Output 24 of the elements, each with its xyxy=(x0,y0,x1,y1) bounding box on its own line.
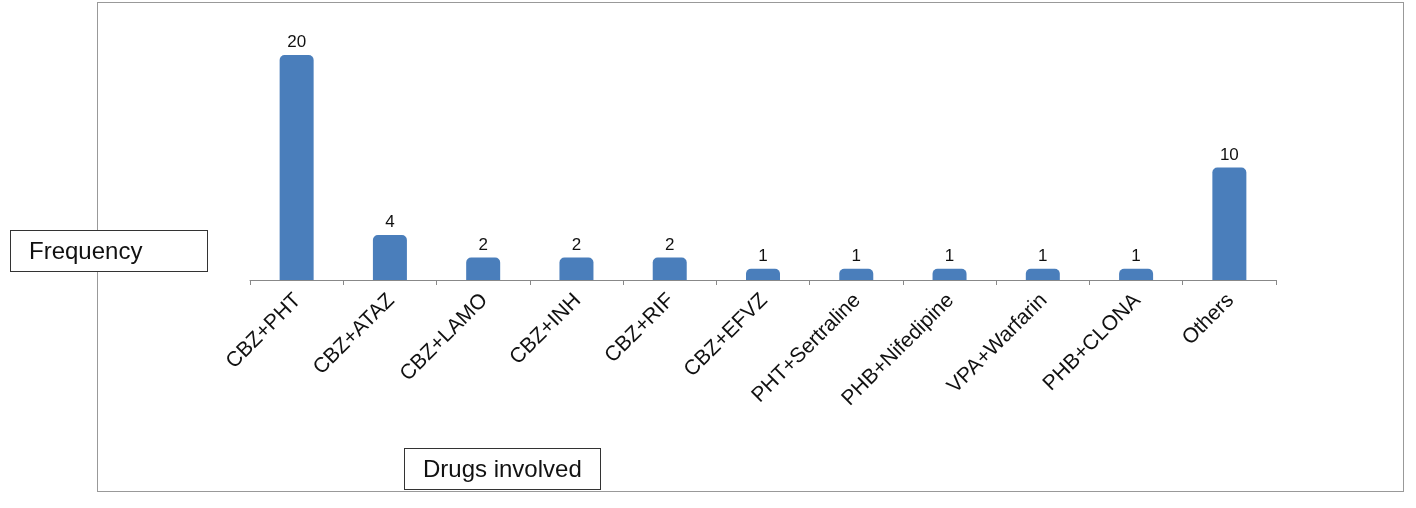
data-label: 2 xyxy=(571,234,582,254)
data-label: 1 xyxy=(758,245,768,265)
bar xyxy=(746,268,780,280)
bar xyxy=(559,257,594,280)
data-label: 2 xyxy=(478,234,488,254)
data-label: 20 xyxy=(287,32,307,51)
bar xyxy=(466,257,501,280)
bar xyxy=(279,55,314,280)
data-label: 10 xyxy=(1219,144,1239,164)
bar xyxy=(372,235,407,280)
data-label: 1 xyxy=(1038,245,1048,265)
data-label: 2 xyxy=(664,234,675,254)
bar xyxy=(652,257,687,280)
bar xyxy=(839,268,874,280)
bar xyxy=(1025,268,1060,280)
y-axis-title: Frequency xyxy=(10,230,208,272)
data-label: 1 xyxy=(1131,245,1141,265)
bar xyxy=(1212,167,1247,280)
x-axis-title: Drugs involved xyxy=(404,448,601,490)
data-label: 4 xyxy=(385,212,395,231)
data-label: 1 xyxy=(851,245,862,265)
data-label: 1 xyxy=(944,245,955,265)
bar xyxy=(1119,268,1154,280)
bar xyxy=(932,268,967,280)
